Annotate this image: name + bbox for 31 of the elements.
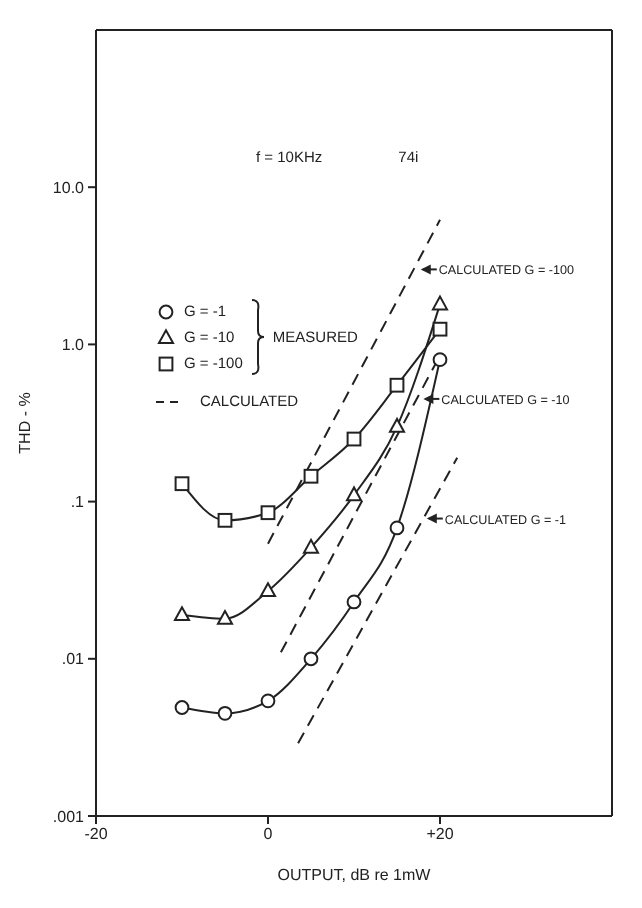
point xyxy=(432,352,448,368)
point xyxy=(260,505,276,521)
x-axis-title: OUTPUT, dB re 1mW xyxy=(277,866,432,884)
y-axis-title: THD - % xyxy=(15,392,34,454)
point xyxy=(217,512,233,528)
x-tick-label: +20 xyxy=(426,825,455,844)
point xyxy=(346,431,362,447)
point xyxy=(303,651,319,667)
y-tick-label: .1 xyxy=(70,493,86,512)
y-tick-label: 10.0 xyxy=(52,178,86,197)
point xyxy=(217,705,233,721)
point xyxy=(216,609,234,625)
y-tick-label: .001 xyxy=(52,807,86,826)
point xyxy=(389,377,405,393)
point xyxy=(388,417,406,433)
x-tick-label: 0 xyxy=(263,825,274,844)
point xyxy=(389,520,405,536)
point xyxy=(174,700,190,715)
y-tick-label: .01 xyxy=(61,650,86,669)
point xyxy=(346,594,362,610)
point xyxy=(431,295,449,311)
x-tick-label: -20 xyxy=(84,825,109,844)
point xyxy=(303,468,319,484)
point xyxy=(174,476,190,492)
point xyxy=(259,582,277,598)
point xyxy=(302,538,320,554)
point xyxy=(173,606,191,622)
point xyxy=(432,321,448,337)
point xyxy=(260,693,276,709)
y-tick-label: 1.0 xyxy=(61,336,86,355)
point xyxy=(345,486,363,502)
